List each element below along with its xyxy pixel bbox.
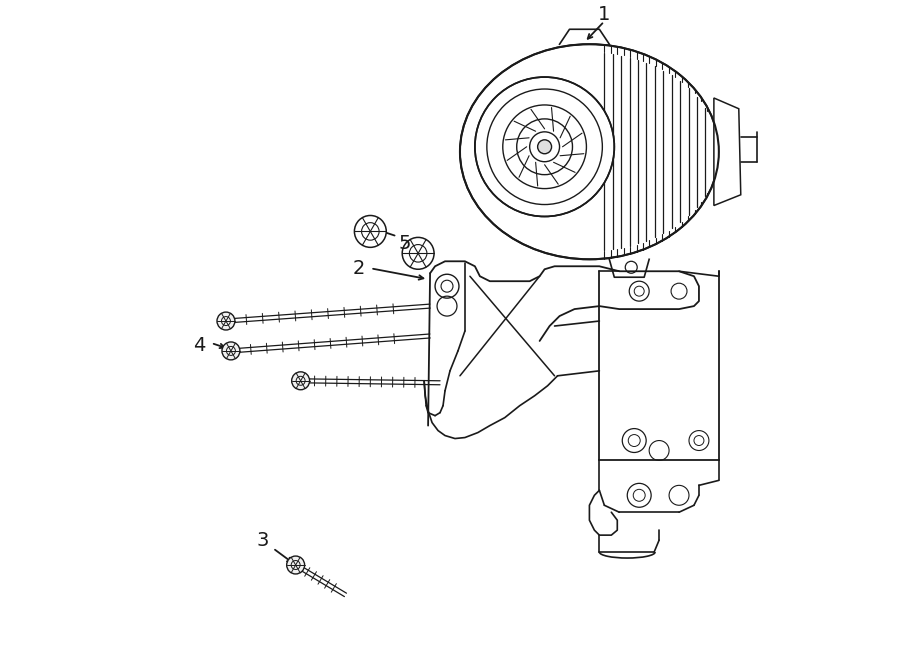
Text: 2: 2: [352, 258, 365, 278]
Circle shape: [222, 342, 240, 360]
Circle shape: [292, 372, 310, 390]
Circle shape: [475, 77, 615, 217]
Text: 3: 3: [256, 531, 269, 549]
Circle shape: [287, 556, 304, 574]
Ellipse shape: [460, 44, 719, 259]
Text: 5: 5: [399, 234, 411, 253]
Circle shape: [537, 140, 552, 154]
Text: 1: 1: [598, 5, 610, 24]
Circle shape: [355, 215, 386, 247]
Text: 4: 4: [193, 336, 205, 356]
Polygon shape: [714, 98, 741, 206]
Circle shape: [402, 237, 434, 269]
Circle shape: [217, 312, 235, 330]
